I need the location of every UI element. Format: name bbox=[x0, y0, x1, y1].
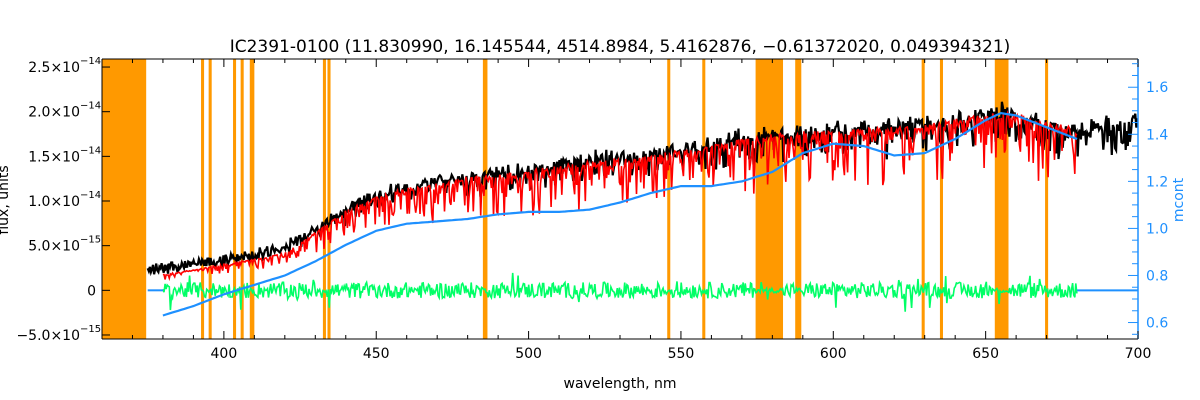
y-tick-exponent: −15 bbox=[80, 235, 101, 246]
x-axis-label: wavelength, nm bbox=[564, 376, 677, 392]
continuum-line bbox=[162, 111, 1078, 317]
masked-region bbox=[233, 59, 237, 339]
masked-region bbox=[327, 59, 331, 339]
masked-region bbox=[795, 59, 802, 339]
y-tick-exponent: −14 bbox=[80, 190, 101, 201]
masked-region bbox=[755, 59, 784, 339]
masked-region bbox=[667, 59, 671, 339]
masked-region bbox=[702, 59, 706, 339]
masked-region bbox=[240, 59, 244, 339]
x-tick-label: 500 bbox=[515, 346, 542, 362]
chart-title: IC2391-0100 (11.830990, 16.145544, 4514.… bbox=[230, 37, 1011, 57]
masked-region bbox=[482, 59, 488, 339]
residual-line bbox=[162, 272, 1078, 312]
y-tick-label: 1.5×10 bbox=[28, 149, 80, 165]
series-group bbox=[146, 101, 1139, 317]
y-tick-label: −5.0×10 bbox=[16, 328, 80, 344]
x-tick-label: 700 bbox=[1125, 346, 1152, 362]
y2-tick-label: 1.0 bbox=[1146, 221, 1168, 237]
y-tick-exponent: −14 bbox=[80, 145, 101, 156]
masked-region bbox=[1045, 59, 1049, 339]
masked-region bbox=[322, 59, 326, 339]
model-flux-line bbox=[162, 110, 1078, 282]
y2-tick-label: 1.4 bbox=[1146, 127, 1168, 143]
x-tick-label: 400 bbox=[211, 346, 238, 362]
masked-region bbox=[208, 59, 212, 339]
masked-region bbox=[249, 59, 255, 339]
y-tick-label: 5.0×10 bbox=[28, 239, 80, 255]
y2-tick-label: 1.2 bbox=[1146, 174, 1168, 190]
y-axis-label: flux, units bbox=[0, 165, 12, 234]
y2-tick-label: 1.6 bbox=[1146, 80, 1168, 96]
y-tick-exponent: −14 bbox=[80, 56, 101, 67]
x-tick-label: 650 bbox=[972, 346, 999, 362]
y-tick-label: 0 bbox=[87, 283, 96, 299]
y-tick-label: 1.0×10 bbox=[28, 194, 80, 210]
y-tick-exponent: −14 bbox=[80, 101, 101, 112]
y-tick-exponent: −15 bbox=[80, 324, 101, 335]
masked-region bbox=[939, 59, 943, 339]
x-tick-label: 550 bbox=[668, 346, 695, 362]
masked-region bbox=[994, 59, 1009, 339]
y-tick-label: 2.0×10 bbox=[28, 105, 80, 121]
x-tick-label: 600 bbox=[820, 346, 847, 362]
y2-tick-label: 0.6 bbox=[1146, 316, 1168, 332]
y2-axis-label: mcont bbox=[1171, 177, 1187, 222]
y-tick-label: 2.5×10 bbox=[28, 60, 80, 76]
masked-region bbox=[921, 59, 925, 339]
x-tick-label: 450 bbox=[363, 346, 390, 362]
masked-region bbox=[102, 59, 147, 339]
masked-region bbox=[201, 59, 205, 339]
y2-tick-label: 0.8 bbox=[1146, 268, 1168, 284]
